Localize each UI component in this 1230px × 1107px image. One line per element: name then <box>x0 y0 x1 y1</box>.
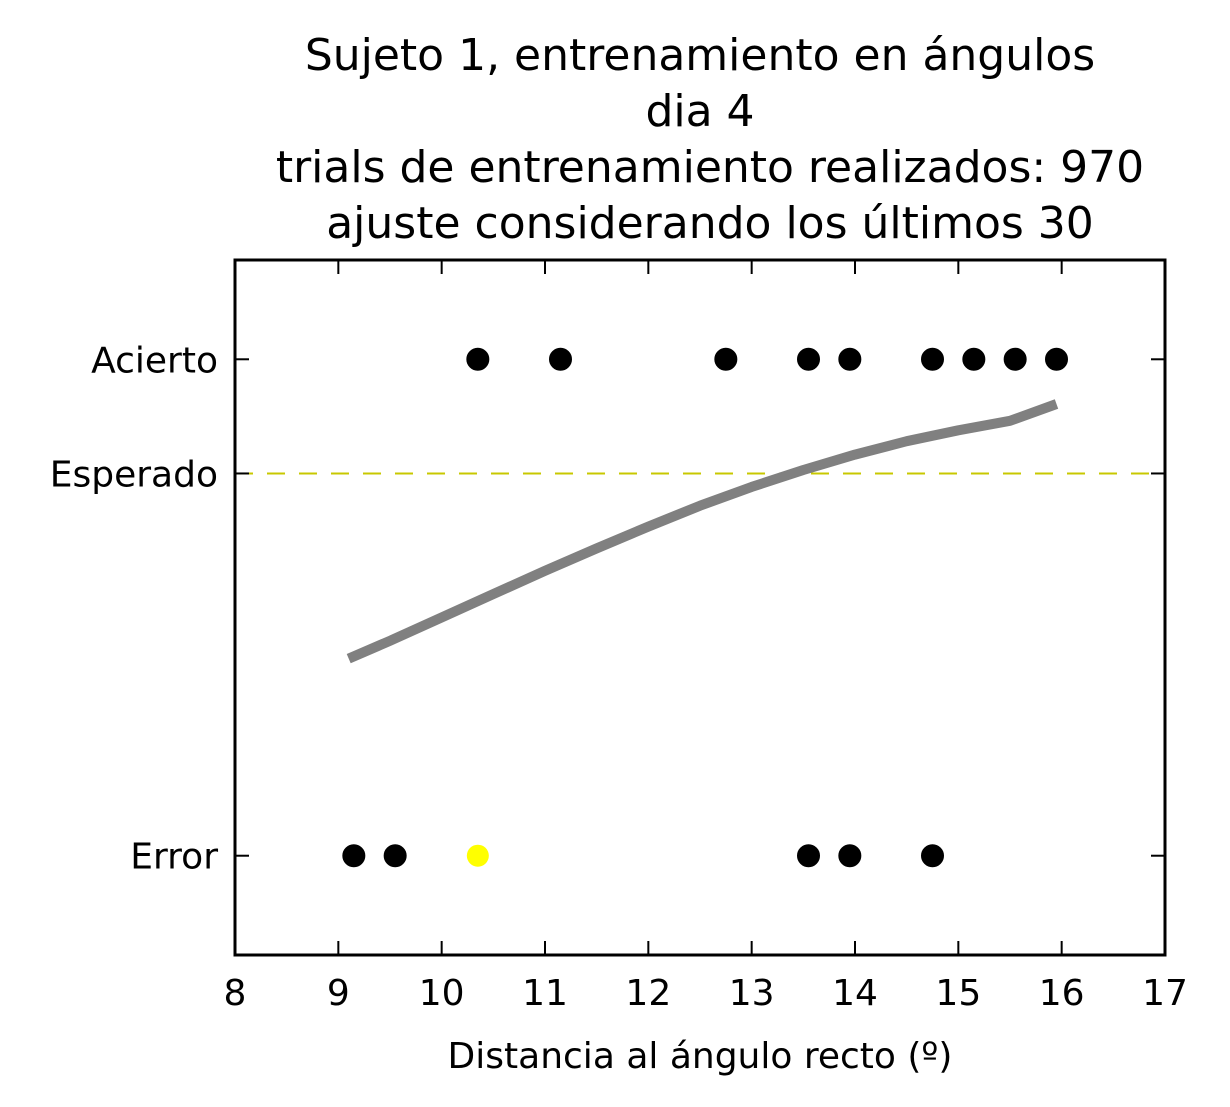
x-tick-label: 11 <box>522 973 568 1014</box>
title-line-3: trials de entrenamiento realizados: 970 <box>276 142 1144 193</box>
x-tick-label: 8 <box>224 973 247 1014</box>
x-tick-label: 10 <box>419 973 465 1014</box>
title-line-2: dia 4 <box>645 86 754 137</box>
x-tick-label: 9 <box>327 973 350 1014</box>
x-tick-label: 13 <box>729 973 775 1014</box>
data-point <box>549 347 572 371</box>
x-tick-label: 15 <box>935 973 981 1014</box>
plot-frame <box>233 258 1167 957</box>
data-point <box>466 347 490 371</box>
data-point <box>1045 347 1068 371</box>
data-point <box>383 844 407 868</box>
data-point <box>714 347 738 371</box>
data-point <box>962 347 986 371</box>
x-tick-label: 14 <box>832 973 878 1014</box>
data-point <box>342 844 366 868</box>
y-tick-label: Esperado <box>50 454 218 495</box>
y-tick-label: Error <box>130 837 218 878</box>
plot-area: 8 9 10 11 12 13 14 15 16 17 Error Esperado Acierto <box>50 258 1188 1014</box>
y-tick-label: Acierto <box>91 340 218 381</box>
data-point <box>921 347 944 371</box>
x-axis-label: Distancia al ángulo recto (º) <box>448 1036 953 1077</box>
data-point <box>921 844 944 868</box>
x-tick-label: 16 <box>1039 973 1085 1014</box>
data-point <box>1003 347 1027 371</box>
title-line-4: ajuste considerando los últimos 30 <box>326 198 1094 249</box>
x-tick-label: 12 <box>625 973 671 1014</box>
data-point <box>838 844 862 868</box>
x-tick-label: 17 <box>1142 973 1188 1014</box>
fit-curve <box>346 399 1059 664</box>
data-point <box>797 347 820 371</box>
title-line-1: Sujeto 1, entrenamiento en ángulos <box>305 30 1095 81</box>
chart-title: Sujeto 1, entrenamiento en ángulos dia 4… <box>276 30 1144 249</box>
data-point <box>838 347 862 371</box>
data-point <box>466 844 489 867</box>
data-point <box>797 844 820 868</box>
